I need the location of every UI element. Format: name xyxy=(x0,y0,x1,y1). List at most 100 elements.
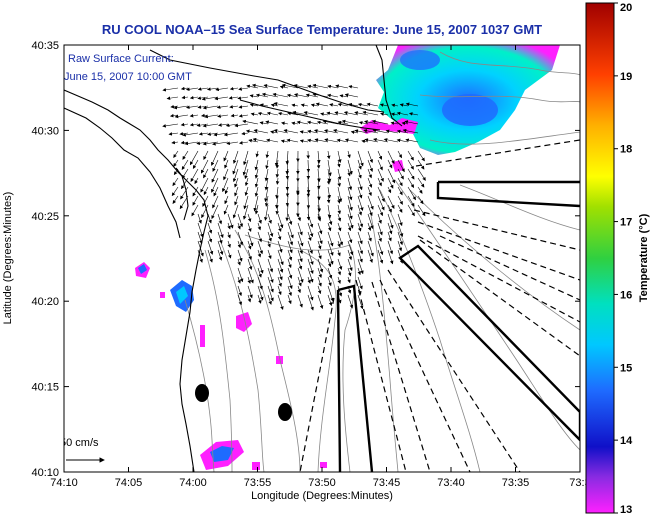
current-vector xyxy=(267,231,272,242)
current-vector xyxy=(407,186,416,201)
sst-patch-south-small2 xyxy=(320,462,327,468)
current-vector xyxy=(306,204,311,221)
current-vector xyxy=(367,186,372,197)
current-vector xyxy=(357,258,364,275)
current-vector xyxy=(397,231,403,246)
current-vector xyxy=(357,294,364,310)
current-vector xyxy=(364,138,379,143)
current-vector xyxy=(192,159,199,169)
current-vector xyxy=(202,195,209,207)
current-vector xyxy=(347,240,354,256)
current-vector xyxy=(217,231,223,244)
current-vector xyxy=(263,84,279,89)
current-vector xyxy=(200,177,209,193)
current-vector xyxy=(237,213,243,228)
current-vector xyxy=(347,150,351,159)
current-vector xyxy=(377,186,385,203)
current-vector xyxy=(357,204,363,216)
current-vector xyxy=(397,159,405,173)
current-vector xyxy=(267,249,272,260)
current-vector xyxy=(247,258,253,271)
current-vector xyxy=(337,249,341,257)
current-vector xyxy=(337,177,341,187)
current-vector xyxy=(207,231,213,243)
current-vector xyxy=(272,92,289,98)
current-vector xyxy=(385,129,399,134)
current-vector xyxy=(181,95,189,100)
current-vector xyxy=(237,222,241,230)
current-vector xyxy=(227,240,231,248)
current-vector xyxy=(379,103,389,107)
current-vector xyxy=(257,231,263,243)
current-vector xyxy=(397,204,403,213)
current-vector xyxy=(367,222,372,231)
current-vector xyxy=(296,120,309,125)
current-vector xyxy=(232,159,239,175)
x-tick-label: 73:45 xyxy=(373,477,401,489)
current-vector xyxy=(281,121,289,126)
current-vector xyxy=(327,267,333,279)
current-vector xyxy=(211,150,219,166)
current-vector xyxy=(243,195,249,210)
current-vector xyxy=(277,249,284,266)
current-vector xyxy=(254,204,259,215)
current-vector xyxy=(417,195,424,205)
current-vector xyxy=(357,102,369,107)
lane-ambrose xyxy=(436,180,580,208)
current-vector xyxy=(277,276,282,287)
current-vector xyxy=(327,204,332,219)
current-vector xyxy=(307,222,314,238)
current-vector xyxy=(261,92,279,98)
current-vector xyxy=(287,285,292,297)
current-vector xyxy=(337,258,343,270)
current-vector xyxy=(285,150,290,165)
current-vector xyxy=(327,294,333,307)
y-axis: 40:35 40:30 40:25 40:20 40:15 40:10 xyxy=(31,40,580,479)
current-vector xyxy=(181,168,189,179)
x-axis: 74:10 74:05 74:00 73:55 73:50 73:45 73:40 73:35… xyxy=(50,45,591,489)
current-vector xyxy=(367,177,373,188)
traffic-separation xyxy=(299,139,580,472)
current-vector xyxy=(322,119,339,125)
current-vector xyxy=(198,132,209,136)
current-vector xyxy=(312,92,329,98)
current-vector xyxy=(194,177,199,185)
y-tick-label: 40:30 xyxy=(31,125,59,137)
current-vector xyxy=(224,195,229,205)
current-vector xyxy=(247,231,254,247)
current-vector xyxy=(306,195,311,209)
current-vector xyxy=(347,186,353,201)
colorbar-tick-label: 20 xyxy=(620,2,632,14)
current-vector xyxy=(275,186,279,199)
current-vector xyxy=(397,222,404,238)
current-vector xyxy=(234,195,239,206)
current-vector xyxy=(173,150,179,158)
current-vector xyxy=(254,168,259,179)
current-vector xyxy=(241,131,249,136)
current-vector xyxy=(317,168,321,183)
current-vector xyxy=(267,285,274,302)
current-vector xyxy=(217,240,224,256)
current-vector xyxy=(337,276,341,284)
current-vector xyxy=(267,258,274,273)
current-vector xyxy=(197,87,209,91)
current-vector xyxy=(197,249,203,263)
current-vector xyxy=(277,231,282,241)
current-vector xyxy=(417,204,426,217)
colorbar-tick-label: 14 xyxy=(620,435,633,447)
current-vector xyxy=(387,159,393,169)
x-tick-label: 74:10 xyxy=(50,477,78,489)
current-vector xyxy=(242,159,249,176)
current-vector xyxy=(327,159,332,177)
current-vector xyxy=(189,113,199,118)
coastline-li xyxy=(375,45,403,127)
current-vector xyxy=(232,204,239,219)
current-vector xyxy=(377,249,384,264)
current-vector xyxy=(217,222,224,239)
current-vector xyxy=(180,186,189,200)
current-vector xyxy=(253,129,269,134)
current-vector xyxy=(224,159,229,169)
current-vector xyxy=(297,213,301,222)
current-vector xyxy=(277,240,283,253)
current-vector xyxy=(237,294,243,306)
